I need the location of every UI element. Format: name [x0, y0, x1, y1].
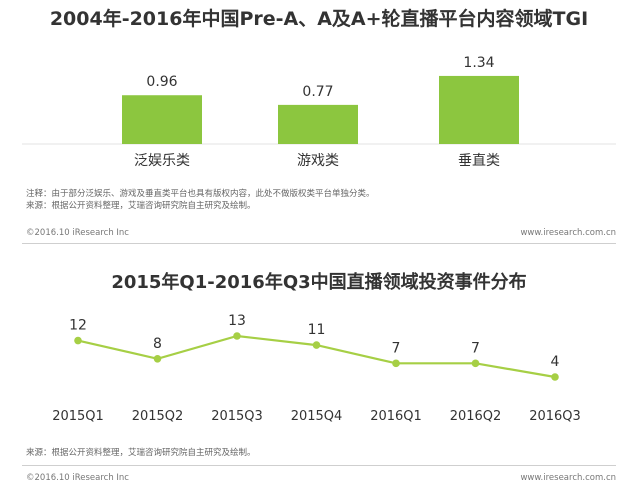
line-category-label-0: 2015Q1 [52, 409, 104, 424]
line-value-label-0: 12 [69, 318, 87, 334]
bar-chart-title: 2004年-2016年中国Pre-A、A及A+轮直播平台内容领域TGI [49, 8, 589, 30]
website-text-bottom: www.iresearch.com.cn [520, 473, 616, 483]
line-value-label-6: 4 [551, 354, 560, 370]
line-value-label-1: 8 [153, 336, 162, 352]
line-value-label-2: 13 [228, 313, 246, 329]
section-divider [22, 243, 616, 244]
copyright-text-bottom: ©2016.10 iResearch Inc [26, 473, 129, 483]
line-category-label-3: 2015Q4 [291, 409, 343, 424]
line-category-label-4: 2016Q1 [370, 409, 422, 424]
bar-category-label-0: 泛娱乐类 [134, 153, 190, 169]
copyright-text: ©2016.10 iResearch Inc [26, 228, 129, 238]
line-chart-title: 2015年Q1-2016年Q3中国直播领域投资事件分布 [111, 272, 527, 293]
bar-2 [439, 75, 519, 144]
line-category-label-6: 2016Q3 [529, 409, 581, 424]
line-point-1 [153, 354, 162, 363]
line-point-4 [392, 359, 400, 368]
bar-category-label-1: 游戏类 [297, 153, 339, 169]
bar-category-label-2: 垂直类 [458, 152, 500, 169]
line-point-6 [551, 373, 559, 381]
bar-0 [122, 95, 202, 144]
line-point-3 [312, 341, 321, 349]
bar-1 [278, 104, 358, 144]
line-value-label-4: 7 [392, 340, 401, 356]
bar-value-label-0: 0.96 [146, 74, 177, 90]
bar-value-label-2: 1.34 [463, 55, 494, 71]
line-point-0 [74, 336, 82, 345]
bar-value-label-1: 0.77 [302, 84, 333, 100]
line-value-label-3: 11 [308, 322, 326, 338]
footer-divider [22, 465, 616, 466]
bar-chart-note: 注释：由于部分泛娱乐、游戏及垂直类平台也具有版权内容，此处不做版权类平台单独分类… [26, 189, 375, 199]
line-category-label-1: 2015Q2 [132, 409, 184, 424]
line-point-5 [471, 359, 480, 368]
line-value-label-5: 7 [471, 340, 480, 356]
website-text: www.iresearch.com.cn [520, 228, 616, 238]
line-category-label-5: 2016Q2 [450, 409, 502, 424]
bar-chart-source: 来源：根据公开资料整理，艾瑞咨询研究院自主研究及绘制。 [26, 201, 256, 211]
line-category-label-2: 2015Q3 [211, 409, 263, 424]
line-point-2 [233, 332, 241, 340]
line-chart-source: 来源：根据公开资料整理，艾瑞咨询研究院自主研究及绘制。 [26, 448, 256, 458]
